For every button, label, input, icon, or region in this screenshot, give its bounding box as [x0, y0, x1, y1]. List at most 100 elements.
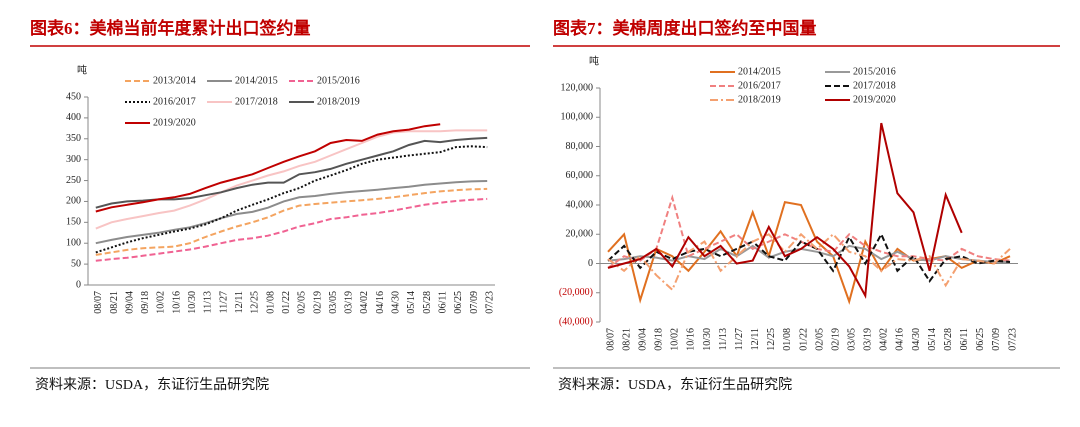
x-tick-label: 01/08 — [782, 328, 793, 351]
legend-label: 2018/2019 — [317, 96, 360, 107]
legend-label: 2015/2016 — [317, 75, 360, 86]
legend-label: 2014/2015 — [235, 75, 278, 86]
x-tick-label: 09/04 — [637, 328, 648, 351]
legend-label: 2019/2020 — [853, 94, 896, 105]
x-tick-label: 09/18 — [140, 291, 151, 314]
x-tick-label: 03/19 — [863, 328, 874, 351]
y-tick-label: 450 — [66, 91, 81, 102]
series-line — [95, 180, 488, 245]
y-tick-label: 0 — [588, 258, 593, 269]
x-tick-label: 02/05 — [814, 328, 825, 351]
x-tick-label: 06/11 — [959, 328, 970, 350]
y-tick-label: 50 — [71, 258, 81, 269]
series-line — [95, 136, 488, 209]
x-tick-label: 11/27 — [734, 328, 745, 350]
x-tick-label: 04/30 — [391, 291, 402, 314]
x-tick-label: 01/22 — [798, 328, 809, 351]
y-tick-label: 60,000 — [566, 170, 594, 181]
chart-title: 图表6：美棉当前年度累计出口签约量 — [30, 18, 311, 38]
x-tick-label: 08/21 — [109, 291, 120, 314]
y-tick-label: (20,000) — [559, 287, 593, 298]
series-line — [95, 197, 488, 262]
series-line — [95, 145, 488, 254]
x-tick-label: 08/07 — [605, 328, 616, 351]
x-tick-label: 06/25 — [975, 328, 986, 351]
x-tick-label: 11/13 — [718, 328, 729, 350]
x-tick-label: 03/05 — [328, 291, 339, 314]
y-tick-label: (40,000) — [559, 316, 593, 327]
y-tick-label: 20,000 — [566, 229, 594, 240]
x-tick-label: 07/09 — [469, 291, 480, 314]
y-tick-label: 40,000 — [566, 199, 594, 210]
series-line — [95, 187, 488, 256]
legend-label: 2014/2015 — [738, 66, 781, 77]
legend-label: 2017/2018 — [235, 96, 278, 107]
x-tick-label: 12/25 — [250, 291, 261, 314]
x-tick-label: 09/04 — [124, 291, 135, 314]
x-tick-label: 10/02 — [156, 291, 167, 314]
x-tick-label: 10/16 — [171, 291, 182, 314]
x-tick-label: 12/11 — [234, 291, 245, 313]
legend-label: 2013/2014 — [153, 75, 196, 86]
legend-label: 2019/2020 — [153, 117, 196, 128]
legend-label: 2017/2018 — [853, 80, 896, 91]
series-line — [95, 123, 441, 213]
x-tick-label: 04/16 — [895, 328, 906, 351]
x-tick-label: 11/27 — [218, 291, 229, 313]
x-tick-label: 12/11 — [750, 328, 761, 350]
y-tick-label: 300 — [66, 154, 81, 165]
x-tick-label: 05/14 — [406, 291, 417, 314]
y-tick-label: 200 — [66, 196, 81, 207]
legend-label: 2016/2017 — [153, 96, 196, 107]
legend-label: 2016/2017 — [738, 80, 781, 91]
x-tick-label: 10/02 — [670, 328, 681, 351]
x-tick-label: 04/02 — [359, 291, 370, 314]
x-tick-label: 10/16 — [686, 328, 697, 351]
x-tick-label: 04/02 — [879, 328, 890, 351]
y-tick-label: 100 — [66, 238, 81, 249]
x-tick-label: 07/23 — [1007, 328, 1018, 351]
y-tick-label: 400 — [66, 112, 81, 123]
x-tick-label: 11/13 — [203, 291, 214, 313]
legend-label: 2018/2019 — [738, 94, 781, 105]
x-tick-label: 08/21 — [621, 328, 632, 351]
x-tick-label: 08/07 — [93, 291, 104, 314]
x-tick-label: 09/18 — [654, 328, 665, 351]
series-line — [95, 129, 488, 230]
x-tick-label: 06/25 — [453, 291, 464, 314]
x-tick-label: 02/05 — [297, 291, 308, 314]
x-tick-label: 07/09 — [991, 328, 1002, 351]
x-tick-label: 04/30 — [911, 328, 922, 351]
y-tick-label: 250 — [66, 175, 81, 186]
source-note: 资料来源：USDA，东证衍生品研究院 — [35, 377, 269, 393]
y-unit: 吨 — [77, 63, 87, 76]
x-tick-label: 02/19 — [830, 328, 841, 351]
x-tick-label: 10/30 — [187, 291, 198, 314]
x-tick-label: 10/30 — [702, 328, 713, 351]
x-tick-label: 05/28 — [943, 328, 954, 351]
series-line — [607, 232, 1011, 292]
x-tick-label: 01/22 — [281, 291, 292, 314]
legend-label: 2015/2016 — [853, 66, 896, 77]
chart-title: 图表7：美棉周度出口签约至中国量 — [553, 18, 817, 38]
series-line — [607, 122, 963, 300]
y-tick-label: 100,000 — [561, 112, 594, 123]
x-tick-label: 04/16 — [375, 291, 386, 314]
y-unit: 吨 — [589, 54, 599, 67]
x-tick-label: 01/08 — [265, 291, 276, 314]
y-tick-label: 350 — [66, 133, 81, 144]
source-note: 资料来源：USDA，东证衍生品研究院 — [558, 377, 792, 393]
y-tick-label: 0 — [76, 279, 81, 290]
y-tick-label: 80,000 — [566, 141, 594, 152]
x-tick-label: 05/28 — [422, 291, 433, 314]
x-tick-label: 12/25 — [766, 328, 777, 351]
x-tick-label: 03/19 — [344, 291, 355, 314]
x-tick-label: 07/23 — [484, 291, 495, 314]
x-tick-label: 02/19 — [312, 291, 323, 314]
x-tick-label: 05/14 — [927, 328, 938, 351]
x-tick-label: 03/05 — [846, 328, 857, 351]
y-tick-label: 120,000 — [561, 82, 594, 93]
